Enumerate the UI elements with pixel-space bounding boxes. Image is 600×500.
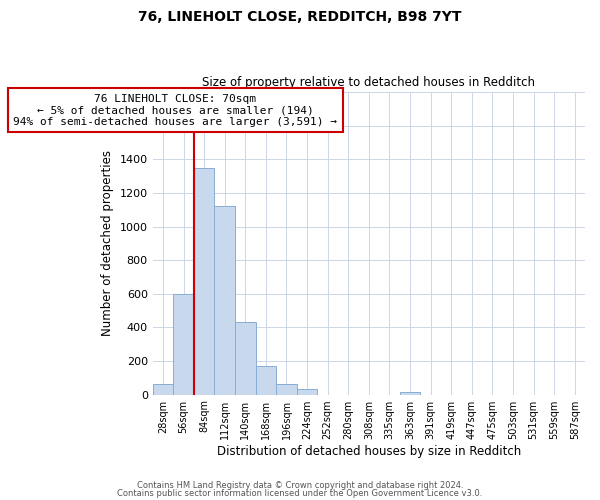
- Bar: [297, 388, 317, 394]
- X-axis label: Distribution of detached houses by size in Redditch: Distribution of detached houses by size …: [217, 444, 521, 458]
- Text: 76, LINEHOLT CLOSE, REDDITCH, B98 7YT: 76, LINEHOLT CLOSE, REDDITCH, B98 7YT: [138, 10, 462, 24]
- Bar: [194, 168, 214, 394]
- Bar: [400, 392, 420, 394]
- Bar: [152, 384, 173, 394]
- Bar: [214, 206, 235, 394]
- Text: Contains public sector information licensed under the Open Government Licence v3: Contains public sector information licen…: [118, 488, 482, 498]
- Text: 76 LINEHOLT CLOSE: 70sqm
← 5% of detached houses are smaller (194)
94% of semi-d: 76 LINEHOLT CLOSE: 70sqm ← 5% of detache…: [13, 94, 337, 127]
- Bar: [276, 384, 297, 394]
- Bar: [235, 322, 256, 394]
- Title: Size of property relative to detached houses in Redditch: Size of property relative to detached ho…: [202, 76, 535, 90]
- Bar: [256, 366, 276, 394]
- Y-axis label: Number of detached properties: Number of detached properties: [101, 150, 114, 336]
- Bar: [173, 294, 194, 394]
- Text: Contains HM Land Registry data © Crown copyright and database right 2024.: Contains HM Land Registry data © Crown c…: [137, 481, 463, 490]
